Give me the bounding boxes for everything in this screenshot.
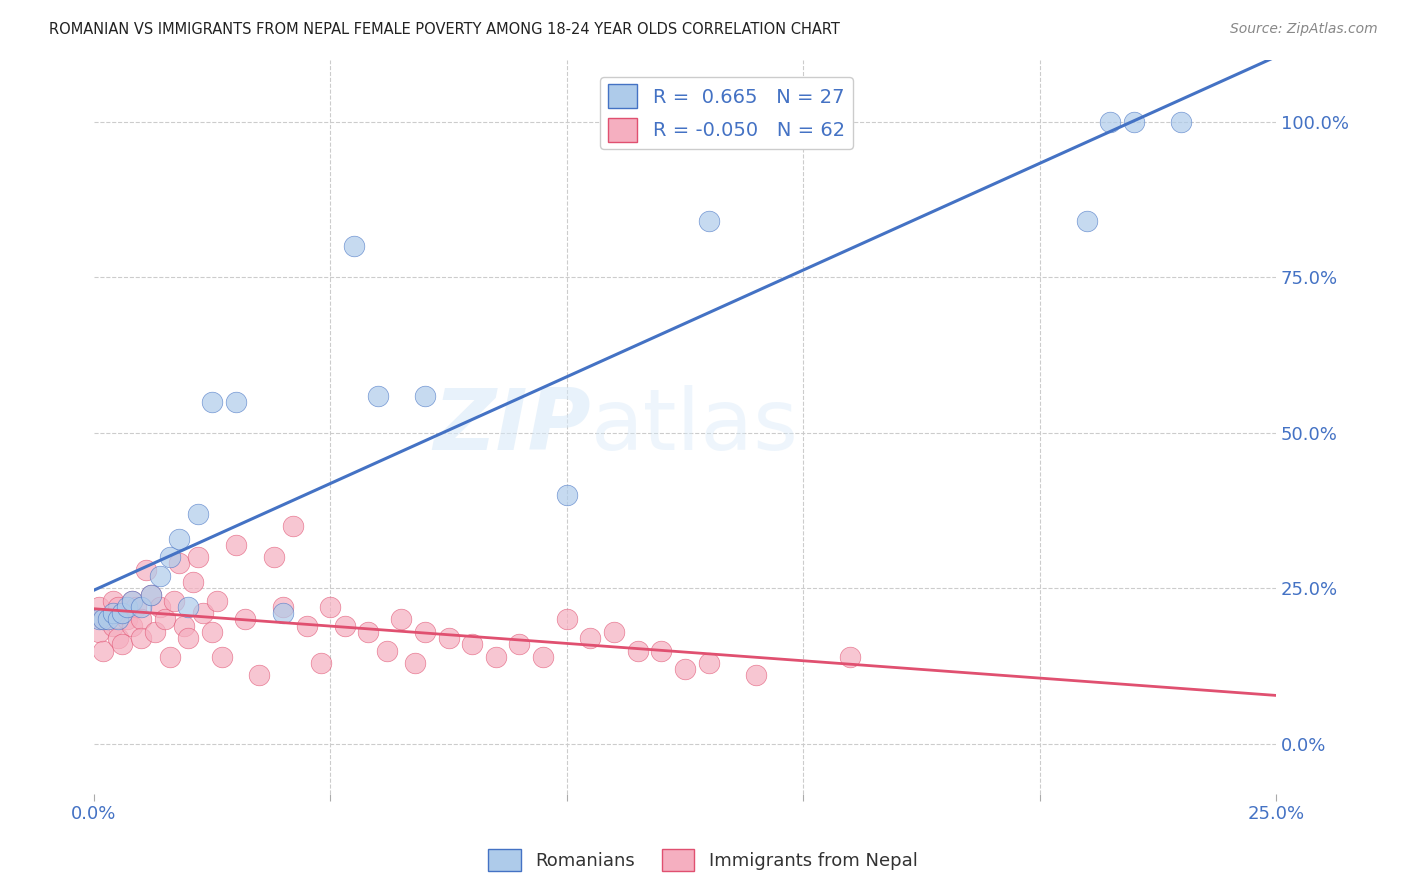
Point [129, 600, 152, 615]
Point [173, 618, 195, 632]
Text: ROMANIAN VS IMMIGRANTS FROM NEPAL FEMALE POVERTY AMONG 18-24 YEAR OLDS CORRELATI: ROMANIAN VS IMMIGRANTS FROM NEPAL FEMALE… [49, 22, 841, 37]
Point [121, 594, 143, 608]
Point [461, 637, 484, 651]
Point [295, 618, 318, 632]
Point [167, 532, 190, 546]
Point [121, 618, 143, 632]
Point [413, 624, 436, 639]
Point [697, 656, 720, 670]
Point [167, 557, 190, 571]
Point [1123, 115, 1146, 129]
Point [181, 575, 204, 590]
Point [135, 563, 157, 577]
Point [1170, 115, 1192, 129]
Point [107, 612, 129, 626]
Point [263, 550, 285, 565]
Point [177, 600, 200, 615]
Point [107, 600, 129, 615]
Point [101, 607, 124, 621]
Point [343, 239, 366, 253]
Point [375, 643, 398, 657]
Point [205, 594, 228, 608]
Point [697, 214, 720, 228]
Point [125, 600, 148, 615]
Point [93, 643, 115, 657]
Point [93, 612, 115, 626]
Point [111, 607, 134, 621]
Point [555, 612, 578, 626]
Point [149, 600, 172, 615]
Point [159, 649, 181, 664]
Point [93, 612, 115, 626]
Point [139, 588, 162, 602]
Text: Source: ZipAtlas.com: Source: ZipAtlas.com [1230, 22, 1378, 37]
Point [333, 618, 356, 632]
Point [129, 631, 152, 645]
Point [115, 600, 138, 615]
Point [233, 612, 256, 626]
Point [191, 607, 214, 621]
Point [437, 631, 460, 645]
Point [839, 649, 862, 664]
Point [145, 624, 167, 639]
Point [1099, 115, 1122, 129]
Point [177, 631, 200, 645]
Point [97, 612, 120, 626]
Point [101, 618, 124, 632]
Point [97, 612, 120, 626]
Point [121, 594, 143, 608]
Point [319, 600, 342, 615]
Point [389, 612, 412, 626]
Point [139, 588, 162, 602]
Point [555, 488, 578, 502]
Point [111, 607, 134, 621]
Point [163, 594, 186, 608]
Point [508, 637, 530, 651]
Point [159, 550, 181, 565]
Point [249, 668, 271, 682]
Point [129, 612, 152, 626]
Legend: R =  0.665   N = 27, R = -0.050   N = 62: R = 0.665 N = 27, R = -0.050 N = 62 [600, 77, 852, 149]
Point [531, 649, 554, 664]
Point [413, 388, 436, 402]
Point [107, 631, 129, 645]
Legend: Romanians, Immigrants from Nepal: Romanians, Immigrants from Nepal [481, 842, 925, 879]
Point [367, 388, 389, 402]
Point [87, 600, 110, 615]
Point [271, 607, 294, 621]
Point [404, 656, 426, 670]
Point [650, 643, 672, 657]
Point [115, 612, 138, 626]
Point [579, 631, 602, 645]
Point [101, 594, 124, 608]
Point [271, 600, 294, 615]
Point [187, 507, 209, 521]
Point [111, 637, 134, 651]
Point [211, 649, 233, 664]
Point [225, 394, 247, 409]
Point [201, 624, 224, 639]
Text: atlas: atlas [591, 385, 799, 468]
Point [149, 569, 172, 583]
Point [485, 649, 508, 664]
Point [357, 624, 380, 639]
Point [281, 519, 304, 533]
Point [87, 624, 110, 639]
Point [225, 538, 247, 552]
Point [745, 668, 768, 682]
Point [153, 612, 176, 626]
Point [201, 394, 224, 409]
Point [673, 662, 696, 676]
Point [627, 643, 650, 657]
Text: ZIP: ZIP [433, 385, 591, 468]
Point [603, 624, 626, 639]
Point [1076, 214, 1098, 228]
Point [309, 656, 332, 670]
Point [87, 612, 110, 626]
Point [187, 550, 209, 565]
